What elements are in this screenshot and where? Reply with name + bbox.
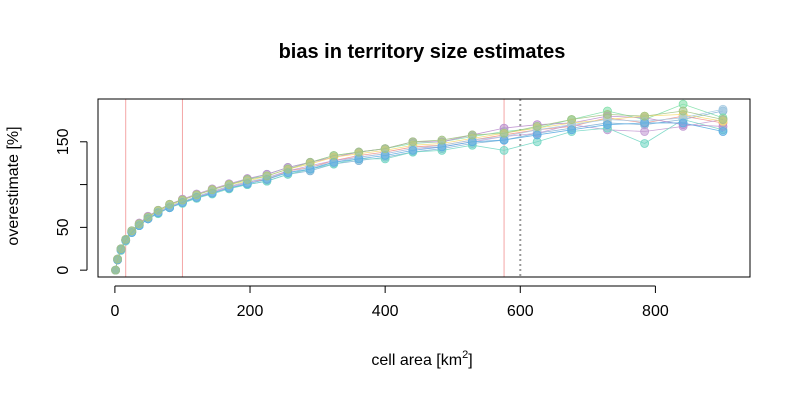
data-point [192,190,202,200]
data-point [165,199,175,209]
x-axis-label-suffix: ] [468,352,472,369]
data-point [121,234,131,244]
plot-frame [97,98,751,278]
series-line [115,108,724,271]
data-point [354,147,364,157]
data-point [499,128,509,138]
data-point [116,244,126,254]
data-point [678,118,688,128]
series-6 [111,111,728,275]
reference-lines [125,99,522,277]
data-point [380,144,390,154]
data-point [437,135,447,145]
data-point [178,195,187,205]
data-point [718,127,728,136]
series-line [115,114,724,271]
data-point [134,219,144,229]
data-point [678,106,688,116]
data-point [224,180,234,189]
series-2 [111,111,728,275]
data-point [640,139,649,148]
y-tick-label: 50 [55,218,72,236]
y-axis-label: overestimate [%] [5,126,22,245]
x-axis-label: cell area [km2] [371,349,472,369]
x-axis: 0 200 400 600 800 [110,285,669,320]
x-axis-label-prefix: cell area [km [371,352,462,369]
data-point [408,137,418,147]
data-point [567,115,577,124]
data-point [499,145,509,155]
data-point [262,171,272,181]
x-tick-label: 0 [110,303,119,320]
y-axis: 0 50 150 [55,128,88,275]
data-point [603,120,612,130]
data-point [718,115,728,124]
series-line [115,103,724,271]
chart-title: bias in territory size estimates [279,41,566,63]
data-point [532,121,542,131]
data-point [408,145,418,155]
data-point [111,265,120,275]
data-point [242,175,252,184]
data-point [143,212,153,222]
data-point [305,157,315,167]
data-point [532,130,542,140]
data-point [603,110,612,119]
x-tick-label: 400 [372,303,399,320]
data-point [283,164,293,174]
data-point [718,104,728,114]
data-point [640,127,649,136]
data-point [567,125,577,135]
series-3 [111,99,728,275]
y-tick-label: 0 [55,266,72,275]
x-axis-label-sup: 2 [462,349,468,361]
data-point [467,130,477,140]
series-10 [111,106,728,275]
data-point [113,254,122,264]
series-8 [111,104,728,275]
data-point [640,111,649,121]
y-tick-label: 150 [55,128,72,155]
x-tick-label: 200 [237,303,264,320]
series-1 [111,106,728,275]
data-point [207,185,217,195]
data-point [153,205,163,215]
data-point [329,151,339,160]
data-point [127,226,137,236]
series-layer [111,99,728,275]
x-tick-label: 600 [507,303,534,320]
x-tick-label: 800 [642,303,669,320]
